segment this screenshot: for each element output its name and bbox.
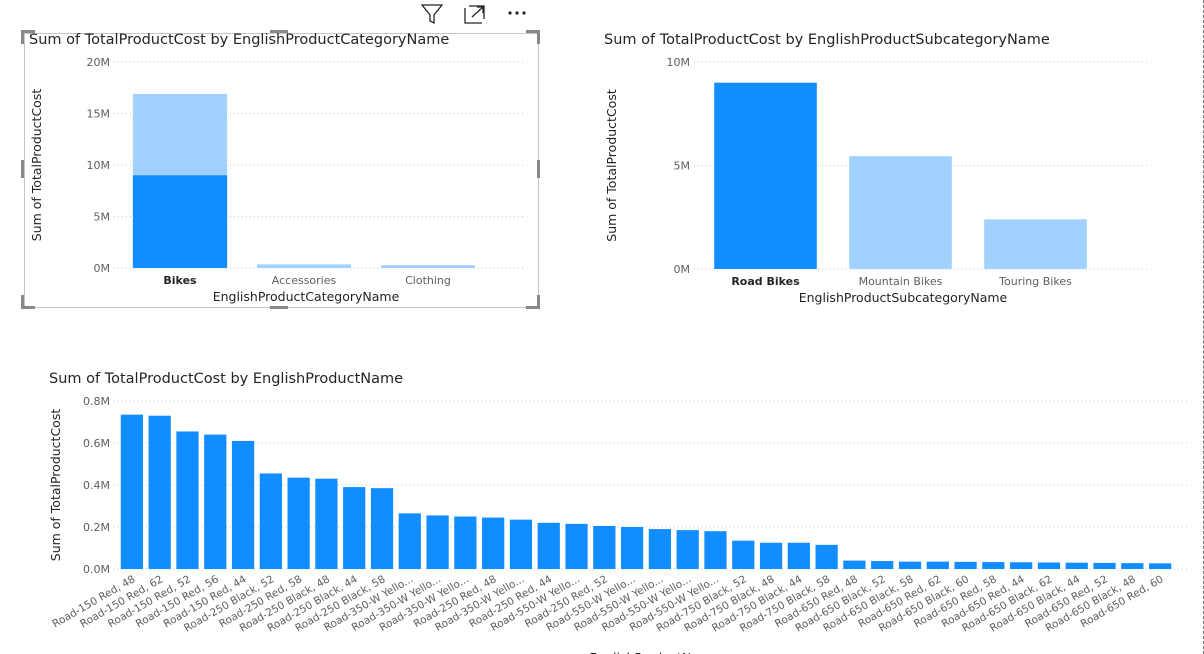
- resize-handle[interactable]: [270, 30, 288, 33]
- resize-handle[interactable]: [21, 306, 35, 309]
- bar[interactable]: [732, 540, 755, 569]
- y-tick-label: 0.8M: [83, 395, 110, 408]
- bar[interactable]: [815, 544, 838, 569]
- bar[interactable]: [984, 219, 1087, 269]
- more-options-icon[interactable]: [504, 2, 530, 26]
- y-tick-label: 10M: [87, 159, 111, 172]
- bar[interactable]: [537, 522, 560, 569]
- chart-title-subcategory: Sum of TotalProductCost by EnglishProduc…: [604, 32, 1050, 48]
- bar[interactable]: [620, 527, 644, 569]
- x-axis-title: EnglishProductSubcategoryName: [799, 290, 1008, 305]
- bar[interactable]: [315, 478, 338, 569]
- subcategory-bar-chart[interactable]: 0M 5M 10M Road Bikes Mountain Bikes Touring B…: [598, 50, 1158, 310]
- bar[interactable]: [704, 531, 727, 569]
- bar[interactable]: [509, 519, 533, 569]
- resize-handle[interactable]: [21, 30, 24, 44]
- x-tick-label: Touring Bikes: [998, 275, 1072, 288]
- bar[interactable]: [1121, 563, 1144, 569]
- bar[interactable]: [1093, 562, 1116, 569]
- bar[interactable]: [1010, 562, 1033, 569]
- bar[interactable]: [843, 560, 866, 569]
- bar[interactable]: [370, 488, 394, 569]
- bar[interactable]: [714, 82, 817, 269]
- y-axis-title: Sum of TotalProductCost: [604, 89, 619, 242]
- chart-title-category: Sum of TotalProductCost by EnglishProduc…: [29, 32, 450, 48]
- bar-total[interactable]: [256, 264, 352, 268]
- bar[interactable]: [259, 473, 282, 569]
- resize-handle[interactable]: [21, 30, 35, 33]
- bar-total[interactable]: [380, 265, 476, 268]
- resize-handle[interactable]: [21, 295, 24, 309]
- bar[interactable]: [648, 529, 672, 569]
- bar[interactable]: [787, 542, 810, 569]
- bar[interactable]: [231, 440, 255, 569]
- bar[interactable]: [1037, 562, 1061, 569]
- bar[interactable]: [148, 415, 171, 569]
- resize-handle[interactable]: [526, 306, 540, 309]
- x-axis-title: EnglishProductName: [589, 650, 719, 654]
- y-tick-label: 0M: [94, 262, 111, 275]
- y-tick-label: 0.2M: [83, 521, 110, 534]
- resize-handle[interactable]: [537, 295, 540, 309]
- bar[interactable]: [926, 561, 949, 569]
- bar[interactable]: [176, 431, 199, 569]
- bar[interactable]: [1148, 563, 1172, 569]
- bar[interactable]: [849, 156, 952, 269]
- bar[interactable]: [898, 561, 922, 569]
- x-axis-title: EnglishProductCategoryName: [213, 289, 400, 304]
- resize-handle[interactable]: [537, 30, 540, 44]
- bar[interactable]: [676, 530, 699, 569]
- y-tick-label: 0M: [674, 263, 691, 276]
- x-tick-label: Accessories: [272, 274, 337, 287]
- bar[interactable]: [565, 523, 588, 569]
- bar[interactable]: [398, 513, 421, 569]
- x-tick-label: Mountain Bikes: [859, 275, 943, 288]
- y-tick-label: 0.0M: [83, 563, 110, 576]
- bar[interactable]: [482, 517, 505, 569]
- resize-handle[interactable]: [537, 160, 540, 178]
- x-tick-label: Bikes: [163, 274, 197, 287]
- bar-highlighted[interactable]: [132, 175, 228, 268]
- y-tick-label: 0.4M: [83, 479, 110, 492]
- y-tick-label: 5M: [674, 160, 691, 173]
- y-tick-label: 10M: [667, 56, 691, 69]
- bar[interactable]: [454, 516, 477, 570]
- y-tick-label: 20M: [87, 56, 111, 69]
- bar[interactable]: [593, 525, 616, 569]
- bar[interactable]: [120, 414, 144, 569]
- y-tick-label: 0.6M: [83, 437, 110, 450]
- category-bar-chart[interactable]: 0M 5M 10M 15M 20M Bikes Accessories Clothing Eng…: [24, 50, 537, 306]
- filter-icon[interactable]: [419, 2, 445, 26]
- x-tick-label: Road Bikes: [731, 275, 800, 288]
- chart-title-product: Sum of TotalProductCost by EnglishProduc…: [49, 371, 404, 387]
- focus-mode-icon[interactable]: [462, 2, 488, 26]
- bar[interactable]: [954, 561, 977, 569]
- bar[interactable]: [982, 562, 1005, 569]
- bar[interactable]: [426, 515, 449, 569]
- bar[interactable]: [343, 487, 366, 569]
- resize-handle[interactable]: [270, 306, 288, 309]
- y-axis-title: Sum of TotalProductCost: [48, 409, 63, 562]
- y-tick-label: 15M: [87, 108, 111, 121]
- bar[interactable]: [1065, 562, 1088, 569]
- bar[interactable]: [759, 542, 783, 569]
- y-axis-title: Sum of TotalProductCost: [29, 89, 44, 242]
- x-tick-label: Clothing: [405, 274, 451, 287]
- y-tick-label: 5M: [94, 211, 111, 224]
- bar[interactable]: [871, 561, 894, 569]
- bar[interactable]: [204, 434, 227, 569]
- bar[interactable]: [287, 477, 310, 569]
- resize-handle[interactable]: [526, 30, 540, 33]
- resize-handle[interactable]: [21, 160, 24, 178]
